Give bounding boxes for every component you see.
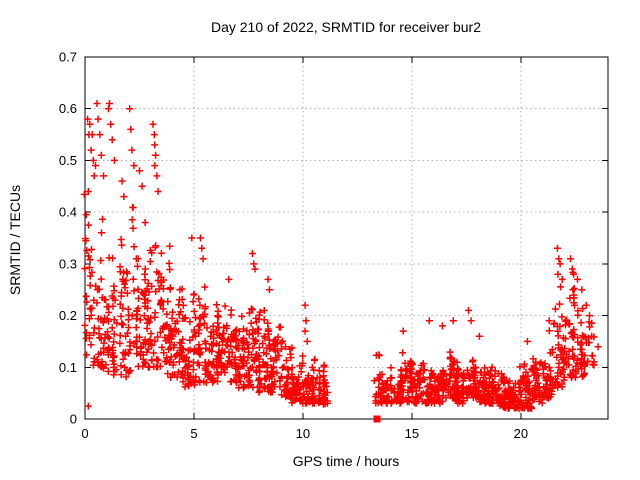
y-axis-label: SRMTID / TECUs <box>7 185 23 295</box>
scatter-points <box>80 100 602 413</box>
plot-border <box>84 56 609 420</box>
y-tick-label: 0.3 <box>59 256 77 271</box>
y-tick-label: 0.2 <box>59 308 77 323</box>
y-tick-label: 0.7 <box>59 50 77 65</box>
y-tick-label: 0.4 <box>59 205 77 220</box>
x-tick-label: 0 <box>81 426 88 441</box>
axis-ticks <box>84 56 608 420</box>
y-tick-label: 0 <box>70 412 77 427</box>
plot-frame-rect <box>84 56 609 420</box>
y-tick-label: 0.1 <box>59 360 77 375</box>
y-tick-label: 0.5 <box>59 153 77 168</box>
x-tick-label: 10 <box>296 426 310 441</box>
x-tick-label: 15 <box>405 426 419 441</box>
flag-marker-square <box>373 415 381 423</box>
x-axis-label: GPS time / hours <box>293 453 400 469</box>
axis-tick-labels: 0 5 10 15 20 0 0.1 0.2 0.3 0.4 0.5 0.6 0.7 <box>59 50 528 442</box>
srmtid-plus-markers <box>80 100 602 413</box>
flag-square-marker <box>373 415 381 423</box>
x-tick-label: 20 <box>514 426 528 441</box>
grid-lines <box>85 57 608 419</box>
x-tick-label: 5 <box>190 426 197 441</box>
y-tick-label: 0.6 <box>59 101 77 116</box>
chart-title: Day 210 of 2022, SRMTID for receiver bur… <box>211 19 481 35</box>
